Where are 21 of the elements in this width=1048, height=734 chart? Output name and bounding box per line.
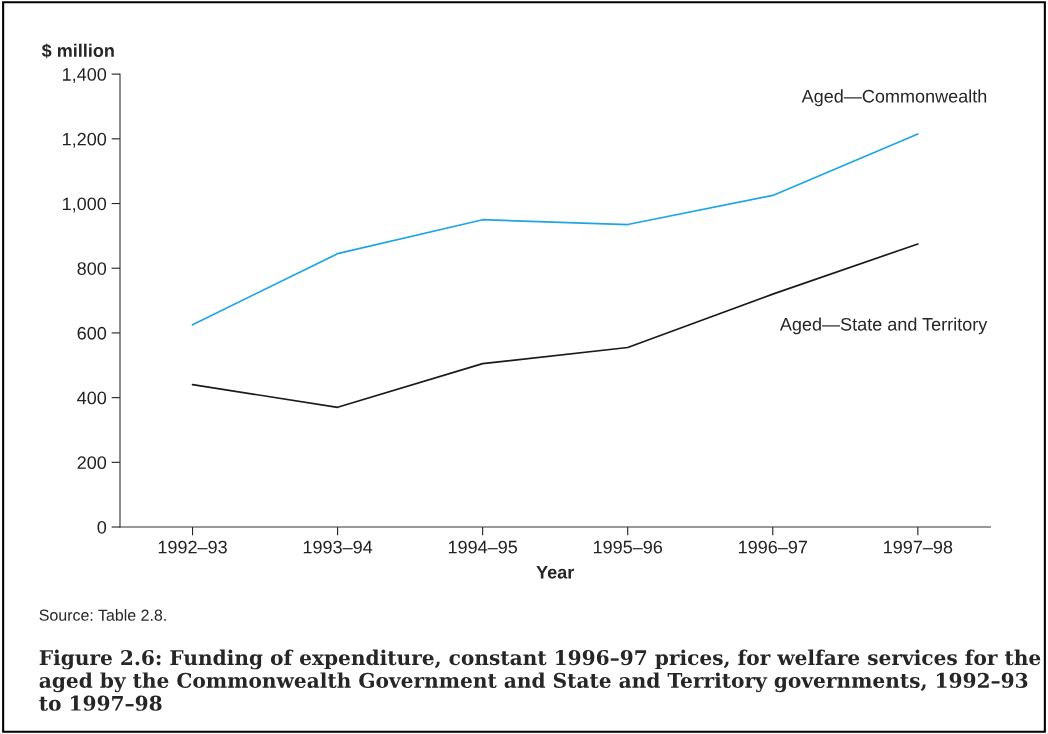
- y-tick-label: 0: [97, 520, 107, 534]
- line-series: [191, 243, 919, 409]
- x-tick-label: 1996–97: [739, 540, 808, 554]
- y-tick-label: 1,200: [63, 132, 107, 148]
- text: Aged—Commonwealth: [801, 89, 987, 107]
- x-tick-label: 1993–94: [303, 540, 373, 554]
- x-tick-label: 1992–93: [158, 540, 227, 554]
- text: Figure 2.6: Funding of expenditure, constant 1996–97 prices, for welfare services for the aged by the Commonwealth Government and State and Territory governments, 1992–93 to 1997–98: [39, 649, 1041, 711]
- source-note: Source: Table 2.8.: [39, 609, 166, 621]
- y-axis-title: $ million: [41, 43, 114, 59]
- y-tick-label: 600: [77, 326, 107, 340]
- x-tick-label: 1994–95: [448, 540, 518, 554]
- y-tick-label: 1,400: [63, 68, 107, 83]
- y-tick-label: 200: [77, 456, 107, 470]
- x-tick-label: 1995–96: [593, 540, 663, 554]
- x-axis-title: Year: [536, 566, 574, 579]
- y-tick-label: 800: [77, 262, 107, 275]
- x-tick-label: 1997–98: [884, 540, 953, 554]
- y-tick-label: 400: [77, 391, 107, 405]
- series-label: Aged—State and Territory: [779, 317, 988, 335]
- y-tick-label: 1,000: [63, 197, 107, 213]
